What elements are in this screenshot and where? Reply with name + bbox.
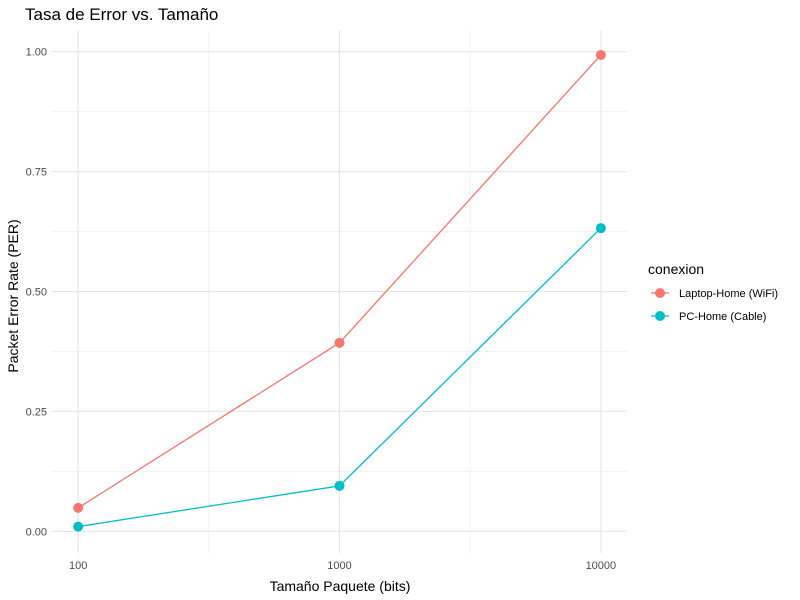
y-tick-label: 0.25 bbox=[26, 406, 47, 418]
y-axis-title: Packet Error Rate (PER) bbox=[5, 219, 21, 372]
series-laptop-home-wifi bbox=[73, 49, 606, 513]
y-tick-label: 0.50 bbox=[26, 287, 47, 299]
legend-key-point bbox=[655, 288, 665, 298]
legend: conexion Laptop-Home (WiFi) PC-Home (Cabl… bbox=[648, 261, 778, 323]
x-tick-label: 1000 bbox=[327, 560, 351, 572]
data-point bbox=[334, 480, 345, 491]
legend-items: Laptop-Home (WiFi) PC-Home (Cable) bbox=[651, 288, 778, 323]
data-point bbox=[73, 502, 84, 513]
series-pc-home-cable bbox=[73, 223, 606, 532]
legend-key-point bbox=[655, 311, 665, 321]
x-axis-ticks: 100 1000 10000 bbox=[69, 560, 616, 572]
legend-item: Laptop-Home (WiFi) bbox=[651, 288, 778, 300]
y-tick-label: 0.00 bbox=[26, 526, 47, 538]
data-point bbox=[334, 337, 345, 348]
x-tick-label: 10000 bbox=[586, 560, 617, 572]
series-layer bbox=[73, 49, 606, 532]
x-axis-title: Tamaño Paquete (bits) bbox=[270, 578, 411, 594]
legend-label: PC-Home (Cable) bbox=[679, 311, 766, 323]
grid bbox=[52, 30, 627, 553]
data-point bbox=[73, 521, 84, 532]
legend-label: Laptop-Home (WiFi) bbox=[679, 288, 778, 300]
data-point bbox=[595, 223, 606, 234]
legend-title: conexion bbox=[648, 261, 704, 277]
y-axis-ticks: 0.00 0.25 0.50 0.75 1.00 bbox=[26, 47, 47, 539]
legend-item: PC-Home (Cable) bbox=[651, 311, 766, 323]
y-tick-label: 1.00 bbox=[26, 47, 47, 59]
x-tick-label: 100 bbox=[69, 560, 87, 572]
data-point bbox=[595, 49, 606, 60]
y-tick-label: 0.75 bbox=[26, 167, 47, 179]
chart-title: Tasa de Error vs. Tamaño bbox=[25, 5, 218, 24]
